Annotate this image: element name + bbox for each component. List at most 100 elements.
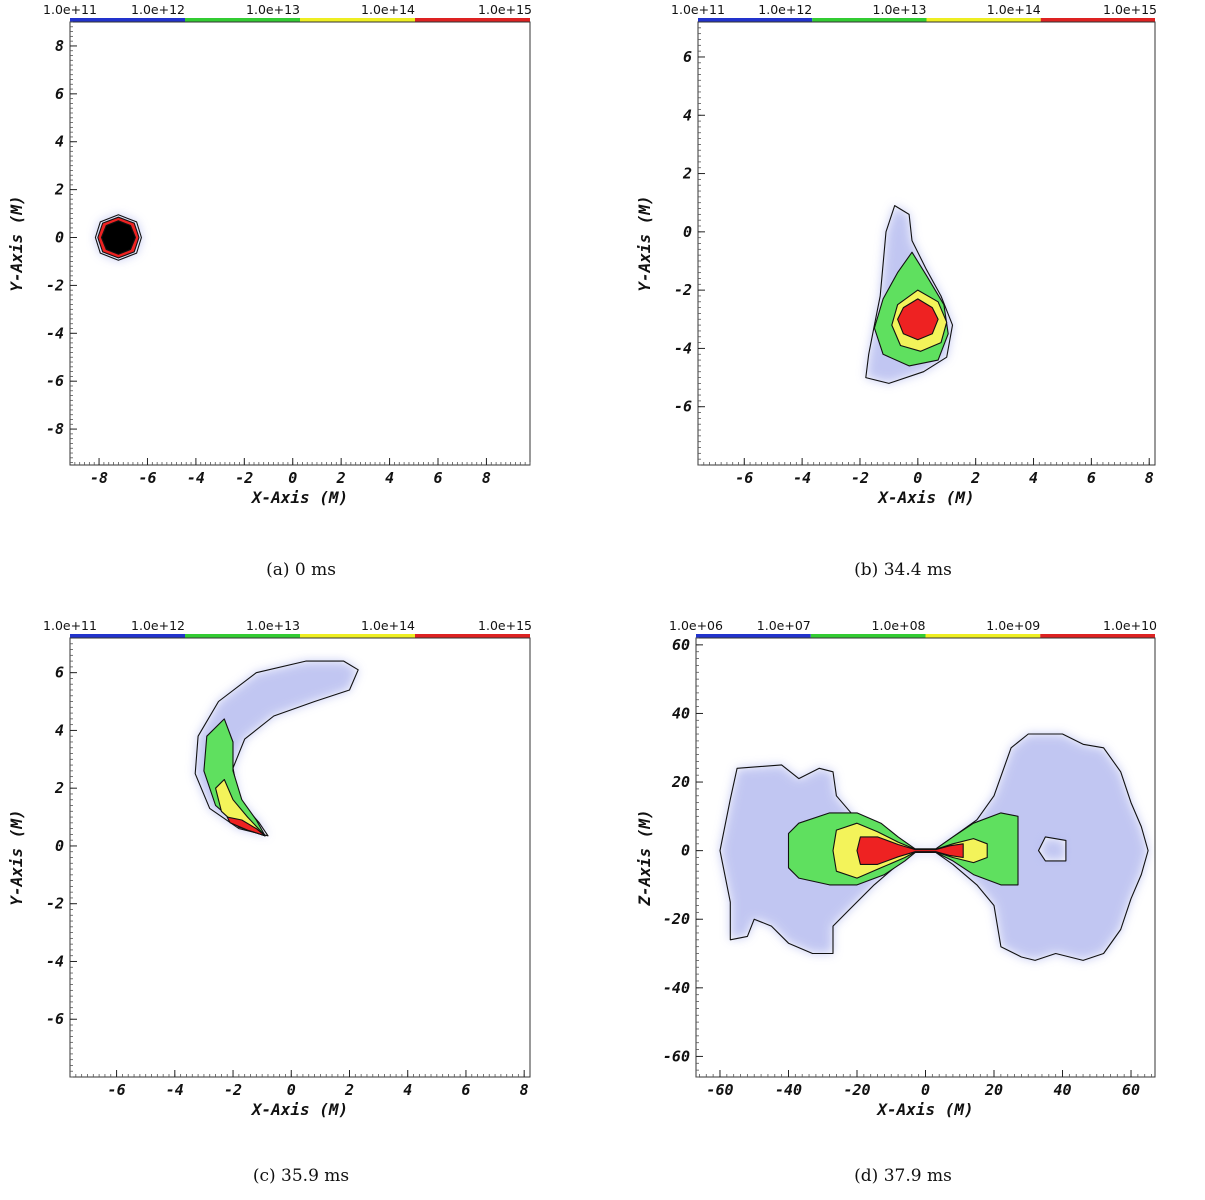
x-axis-title: X-Axis (M) <box>250 488 348 507</box>
y-tick-label: 0 <box>683 223 692 241</box>
y-tick-label: 2 <box>54 181 64 199</box>
colorbar-label: 1.0e+10 <box>1103 618 1157 633</box>
colorbar-segment <box>1040 18 1155 22</box>
y-tick-label: 60 <box>672 636 690 654</box>
y-axis-title: Y-Axis (M) <box>7 195 26 291</box>
x-tick-label: -6 <box>735 469 753 487</box>
density-contours <box>865 205 954 384</box>
colorbar-segment <box>698 18 813 22</box>
y-tick-label: 6 <box>683 48 692 66</box>
x-tick-label: -2 <box>224 1081 242 1099</box>
y-tick-label: 2 <box>54 779 64 797</box>
x-tick-label: 6 <box>1087 469 1096 487</box>
x-tick-label: 2 <box>344 1081 354 1099</box>
y-tick-label: -8 <box>46 420 64 438</box>
x-tick-label: -60 <box>706 1081 733 1099</box>
colorbar-segment <box>926 18 1041 22</box>
y-tick-label: 4 <box>683 106 692 124</box>
colorbar-label: 1.0e+14 <box>987 2 1041 17</box>
x-tick-label: 8 <box>520 1081 529 1099</box>
x-tick-label: -8 <box>90 469 108 487</box>
colorbar-label: 1.0e+13 <box>246 2 300 17</box>
contour-1.0e+09 <box>856 836 964 865</box>
x-tick-label: 4 <box>385 469 394 487</box>
caption-a: (a) 0 ms <box>266 560 336 580</box>
x-tick-label: 60 <box>1122 1081 1140 1099</box>
contour-1.0e+06 <box>719 733 1149 961</box>
x-tick-label: 20 <box>984 1081 1003 1099</box>
colorbar-segment <box>185 18 300 22</box>
x-tick-label: -4 <box>166 1081 184 1099</box>
colorbar-label: 1.0e+14 <box>361 618 415 633</box>
x-tick-label: 8 <box>482 469 491 487</box>
y-tick-label: -6 <box>46 372 64 390</box>
y-tick-label: -60 <box>663 1047 690 1065</box>
colorbar-label: 1.0e+14 <box>361 2 415 17</box>
contour-halo <box>1038 836 1066 861</box>
chart-b: -6 -4 -2 0 2 4 6 8 -6 -4 -2 0 2 4 6 X-Axis (M) Y-Axis (M… <box>635 2 1157 507</box>
x-tick-label: 6 <box>433 469 442 487</box>
contour-1.0e+11 <box>865 205 954 384</box>
colorbar-label: 1.0e+15 <box>1103 2 1157 17</box>
colorbar-label: 1.0e+09 <box>986 618 1040 633</box>
colorbar-label: 1.0e+15 <box>478 618 532 633</box>
y-tick-label: -2 <box>46 276 64 294</box>
y-tick-label: 40 <box>672 704 690 722</box>
colorbar-segment <box>696 634 811 638</box>
colorbar-segment <box>1040 634 1155 638</box>
colorbar-segment <box>300 18 415 22</box>
y-tick-label: -4 <box>46 952 64 970</box>
x-tick-label: -20 <box>843 1081 870 1099</box>
plot-area <box>698 22 1155 465</box>
y-axis-title: Y-Axis (M) <box>7 809 26 905</box>
y-tick-label: -4 <box>674 339 692 357</box>
y-tick-label: 8 <box>55 37 64 55</box>
y-tick-label: 4 <box>55 133 64 151</box>
y-tick-label: -2 <box>674 281 692 299</box>
contour-halo <box>720 734 1149 961</box>
y-tick-label: 0 <box>55 229 64 247</box>
x-tick-label: 0 <box>288 469 297 487</box>
x-tick-label: 0 <box>287 1081 296 1099</box>
y-tick-label: 0 <box>681 842 690 860</box>
colorbar-label: 1.0e+11 <box>43 2 97 17</box>
colorbar-segment <box>300 634 415 638</box>
x-tick-label: -2 <box>851 469 869 487</box>
x-axis-title: X-Axis (M) <box>250 1100 348 1119</box>
colorbar-label: 1.0e+13 <box>873 2 927 17</box>
contour-1.0e+11 <box>94 214 142 261</box>
colorbar-segment <box>810 634 926 638</box>
colorbar-segment <box>415 18 530 22</box>
x-tick-label: -6 <box>138 469 156 487</box>
colorbar-segment <box>185 634 300 638</box>
x-tick-label: -6 <box>108 1081 126 1099</box>
colorbar-label: 1.0e+15 <box>478 2 532 17</box>
colorbar-label: 1.0e+08 <box>872 618 926 633</box>
panel-d: -60 -40 -20 0 20 40 60 -60 -40 -20 0 20 40 60 X-Axis (… <box>602 600 1204 1200</box>
contour-1.0e+06 <box>1037 836 1067 862</box>
x-axis-title: X-Axis (M) <box>876 488 974 507</box>
y-tick-label: 6 <box>55 85 64 103</box>
y-axis-title: Z-Axis (M) <box>635 809 654 906</box>
chart-d: -60 -40 -20 0 20 40 60 -60 -40 -20 0 20 40 60 X-Axis (… <box>635 618 1157 1119</box>
y-tick-label: -2 <box>46 895 64 913</box>
colorbar-label: 1.0e+12 <box>758 2 812 17</box>
x-tick-label: 4 <box>403 1081 412 1099</box>
x-axis-title: X-Axis (M) <box>875 1100 973 1119</box>
y-tick-label: 4 <box>55 721 64 739</box>
x-tick-label: 6 <box>461 1081 470 1099</box>
density-contours <box>719 733 1149 961</box>
colorbar-segment <box>70 18 185 22</box>
colorbar-label: 1.0e+06 <box>669 618 723 633</box>
x-tick-label: 40 <box>1053 1081 1071 1099</box>
y-tick-label: 2 <box>682 165 692 183</box>
y-tick-label: 0 <box>55 837 64 855</box>
y-tick-label: -6 <box>674 398 692 416</box>
plot-frame <box>69 21 531 466</box>
colorbar-segment <box>812 18 927 22</box>
density-contours <box>94 214 142 261</box>
y-tick-label: -20 <box>663 910 690 928</box>
y-tick-label: 6 <box>55 664 64 682</box>
panel-a: -8 -6 -4 -2 0 2 4 6 8 -8 -6 -4 -2 0 2 4 6 8 X-Axis (M) Y-Ax… <box>0 0 602 600</box>
x-tick-label: -4 <box>187 469 205 487</box>
